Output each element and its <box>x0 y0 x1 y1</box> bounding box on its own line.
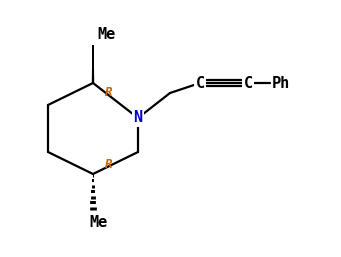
Text: Ph: Ph <box>272 76 290 90</box>
Text: C: C <box>243 76 253 90</box>
Polygon shape <box>92 45 93 83</box>
Text: N: N <box>133 111 143 125</box>
Text: R: R <box>105 158 113 170</box>
Text: Me: Me <box>89 215 107 230</box>
Text: R: R <box>105 87 113 99</box>
Text: Me: Me <box>97 27 115 42</box>
Text: C: C <box>195 76 205 90</box>
